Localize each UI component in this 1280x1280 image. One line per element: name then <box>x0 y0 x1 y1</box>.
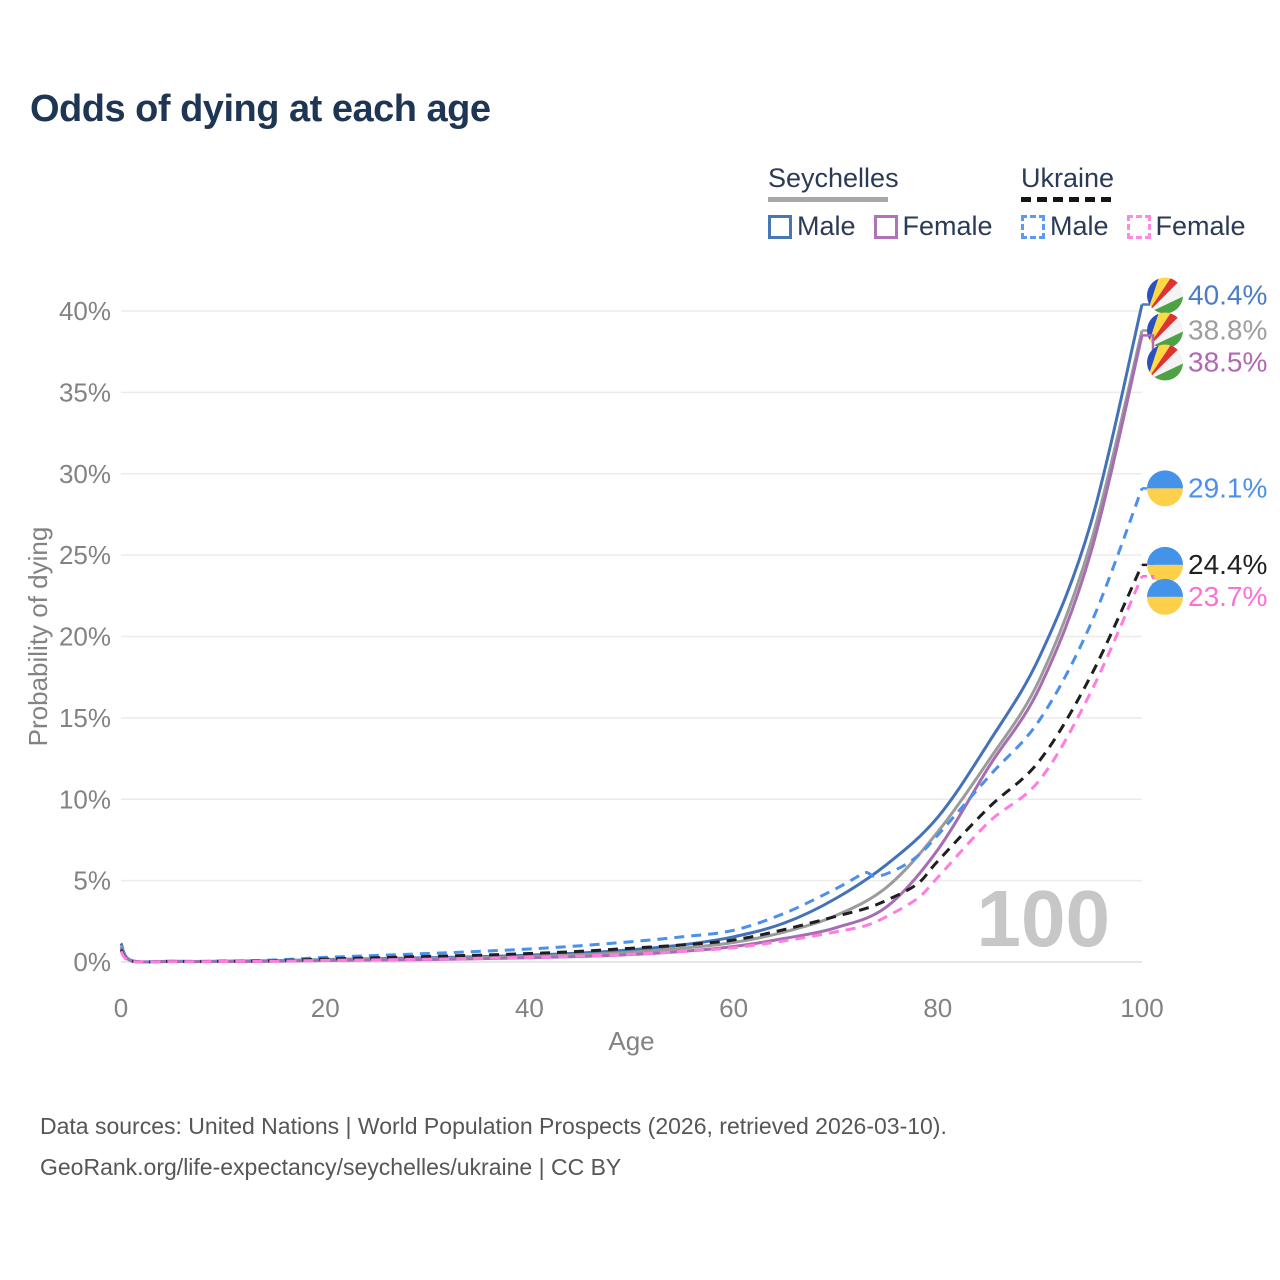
y-axis-title: Probability of dying <box>23 527 53 747</box>
ukraine-flag-icon <box>1147 546 1183 583</box>
x-tick-label: 20 <box>311 993 340 1023</box>
ukraine-dashed-line-sample <box>1021 197 1113 202</box>
y-tick-label: 20% <box>59 622 111 652</box>
ukraine-male-swatch-icon <box>1021 214 1045 239</box>
y-tick-label: 10% <box>59 784 111 814</box>
end-value-label: 38.8% <box>1188 315 1267 346</box>
data-source-footer: Data sources: United Nations | World Pop… <box>40 1106 947 1188</box>
legend-label: Male <box>797 211 856 241</box>
end-value-label: 24.4% <box>1188 549 1267 580</box>
series-line-seychelles-male <box>119 304 1144 964</box>
x-tick-label: 60 <box>719 993 748 1023</box>
legend-item-ukraine-female[interactable]: Female <box>1126 211 1246 242</box>
data-source-line: Data sources: United Nations | World Pop… <box>40 1113 947 1139</box>
legend-item-seychelles-male[interactable]: Male <box>768 211 856 242</box>
y-tick-label: 5% <box>73 866 111 896</box>
x-tick-label: 80 <box>923 993 952 1023</box>
legend-item-ukraine-male[interactable]: Male <box>1021 211 1109 242</box>
ukraine-flag-icon <box>1147 578 1183 615</box>
y-tick-label: 40% <box>59 296 111 326</box>
x-axis-title: Age <box>608 1026 654 1056</box>
age-counter-watermark: 100 <box>977 874 1110 963</box>
legend-title-ukraine: Ukraine <box>1021 163 1115 193</box>
y-tick-label: 30% <box>59 459 111 489</box>
page-title: Odds of dying at each age <box>30 88 491 130</box>
legend-label: Female <box>1155 211 1246 241</box>
y-tick-label: 25% <box>59 540 111 570</box>
legend-title-seychelles: Seychelles <box>768 163 899 193</box>
seychelles-female-swatch-icon <box>873 214 898 239</box>
legend-item-seychelles-female[interactable]: Female <box>873 211 993 242</box>
legend-group-seychelles: Seychelles Male Female <box>768 163 993 242</box>
x-tick-label: 100 <box>1120 993 1163 1023</box>
ukraine-female-swatch-icon <box>1126 214 1151 239</box>
y-tick-label: 15% <box>59 703 111 733</box>
legend-label: Male <box>1050 211 1109 241</box>
end-value-label: 40.4% <box>1188 279 1267 310</box>
series-line-seychelles-both <box>119 330 1144 964</box>
seychelles-flag-icon <box>1147 277 1183 314</box>
ukraine-flag-icon <box>1147 470 1183 507</box>
seychelles-solid-line-sample <box>768 197 888 202</box>
series-line-ukraine-female <box>119 575 1144 964</box>
legend-label: Female <box>902 211 993 241</box>
y-tick-label: 35% <box>59 377 111 407</box>
x-tick-label: 40 <box>515 993 544 1023</box>
end-value-label: 29.1% <box>1188 472 1267 503</box>
attribution-line: GeoRank.org/life-expectancy/seychelles/u… <box>40 1154 622 1180</box>
seychelles-male-swatch-icon <box>768 214 792 239</box>
x-tick-label: 0 <box>114 993 128 1023</box>
end-value-label: 23.7% <box>1188 581 1267 612</box>
y-tick-label: 0% <box>73 947 111 977</box>
end-value-label: 38.5% <box>1188 347 1267 378</box>
series-line-seychelles-female <box>119 335 1144 964</box>
seychelles-flag-icon <box>1147 344 1183 381</box>
legend-group-ukraine: Ukraine Male Female <box>1021 163 1246 242</box>
